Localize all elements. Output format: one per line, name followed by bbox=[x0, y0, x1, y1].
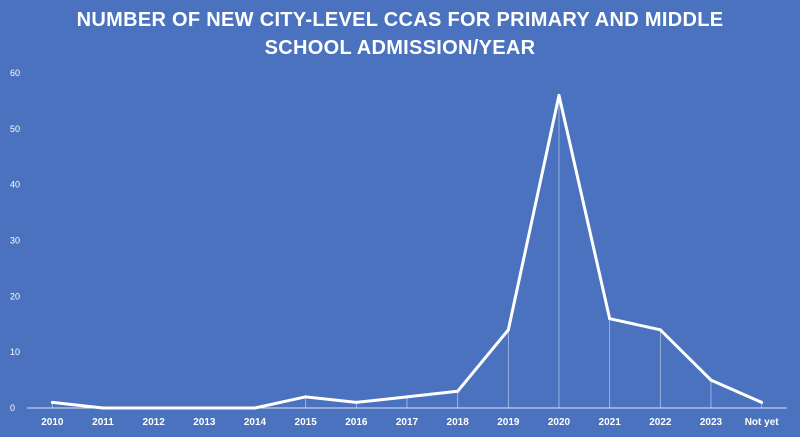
y-tick-label-10: 10 bbox=[10, 347, 20, 357]
x-axis-tick-labels: 2010 2011 2012 2013 2014 2015 2016 2017 2018 2019… bbox=[41, 417, 779, 428]
x-tick-label-2011: 2011 bbox=[92, 417, 114, 428]
x-tick-label-2018: 2018 bbox=[447, 417, 470, 428]
x-tick-label-2013: 2013 bbox=[193, 417, 216, 428]
data-point-2022 bbox=[658, 328, 662, 332]
y-tick-label-0: 0 bbox=[10, 403, 15, 413]
series-line bbox=[52, 95, 763, 410]
x-tick-label-2012: 2012 bbox=[143, 417, 166, 428]
x-tick-label-2014: 2014 bbox=[244, 417, 267, 428]
x-tick-label-2016: 2016 bbox=[345, 417, 368, 428]
y-tick-label-60: 60 bbox=[10, 68, 20, 78]
data-point-2015 bbox=[304, 395, 308, 399]
chart-title-line-1: NUMBER OF NEW CITY-LEVEL CCAS FOR PRIMAR… bbox=[76, 9, 724, 31]
data-point-2013 bbox=[202, 406, 206, 410]
data-point-2020 bbox=[557, 93, 561, 97]
data-point-2016 bbox=[354, 400, 358, 404]
data-point-2014 bbox=[253, 406, 257, 410]
data-point-2023 bbox=[709, 378, 713, 382]
x-tick-label-2023: 2023 bbox=[700, 417, 723, 428]
x-tick-label-2020: 2020 bbox=[548, 417, 571, 428]
y-axis-tick-labels: 0 10 20 30 40 50 60 bbox=[10, 68, 20, 413]
x-tick-label-Not yet: Not yet bbox=[745, 417, 780, 428]
y-tick-label-40: 40 bbox=[10, 180, 20, 190]
data-point-2010 bbox=[50, 400, 54, 404]
y-tick-label-30: 30 bbox=[10, 236, 20, 246]
x-tick-label-2022: 2022 bbox=[649, 417, 672, 428]
data-points bbox=[50, 93, 764, 410]
data-point-2017 bbox=[405, 395, 409, 399]
chart-title-line-2: SCHOOL ADMISSION/YEAR bbox=[264, 37, 536, 59]
x-tick-label-2019: 2019 bbox=[497, 417, 520, 428]
data-point-2019 bbox=[506, 328, 510, 332]
data-point-Not yet bbox=[760, 400, 764, 404]
x-tick-label-2017: 2017 bbox=[396, 417, 419, 428]
data-point-2021 bbox=[608, 317, 612, 321]
x-tick-label-2021: 2021 bbox=[599, 417, 622, 428]
y-tick-label-20: 20 bbox=[10, 291, 20, 301]
x-tick-label-2015: 2015 bbox=[295, 417, 318, 428]
chart-title: NUMBER OF NEW CITY-LEVEL CCAS FOR PRIMAR… bbox=[0, 6, 800, 62]
data-point-2011 bbox=[101, 406, 105, 410]
y-tick-label-50: 50 bbox=[10, 124, 20, 134]
data-point-2012 bbox=[152, 406, 156, 410]
data-point-2018 bbox=[456, 389, 460, 393]
x-tick-label-2010: 2010 bbox=[41, 417, 64, 428]
drop-lines bbox=[51, 95, 763, 408]
